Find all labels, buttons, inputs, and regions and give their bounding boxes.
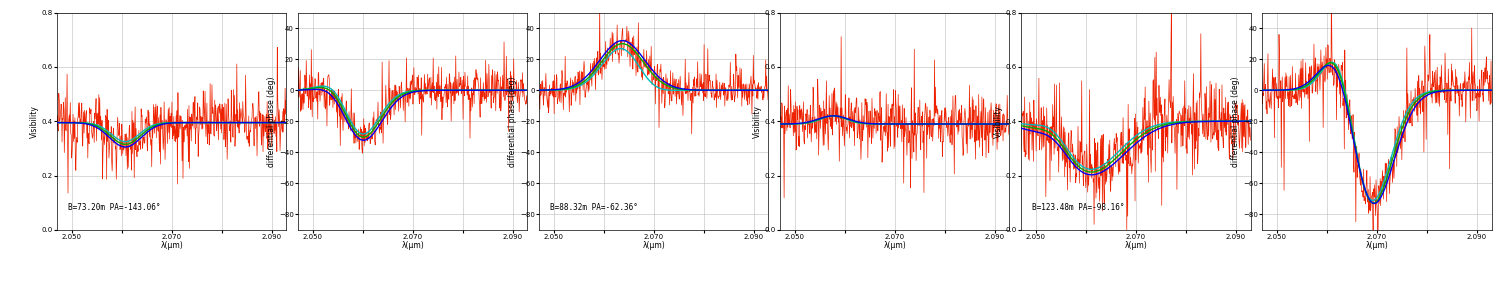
X-axis label: λ(μm): λ(μm) (643, 241, 666, 250)
Y-axis label: Visibility: Visibility (994, 105, 1003, 138)
X-axis label: λ(μm): λ(μm) (1124, 241, 1147, 250)
Y-axis label: differential phase (deg): differential phase (deg) (267, 76, 276, 166)
X-axis label: λ(μm): λ(μm) (402, 241, 424, 250)
Text: B=73.20m PA=-143.06°: B=73.20m PA=-143.06° (69, 203, 160, 212)
X-axis label: λ(μm): λ(μm) (160, 241, 183, 250)
Y-axis label: differential phase (deg): differential phase (deg) (1231, 76, 1240, 166)
Y-axis label: Visibility: Visibility (752, 105, 761, 138)
X-axis label: λ(μm): λ(μm) (1366, 241, 1388, 250)
Y-axis label: differential phase (deg): differential phase (deg) (508, 76, 517, 166)
X-axis label: λ(μm): λ(μm) (883, 241, 905, 250)
Y-axis label: Visibility: Visibility (30, 105, 39, 138)
Text: B=88.32m PA=-62.36°: B=88.32m PA=-62.36° (550, 203, 639, 212)
Text: B=123.48m PA=-98.16°: B=123.48m PA=-98.16° (1033, 203, 1124, 212)
